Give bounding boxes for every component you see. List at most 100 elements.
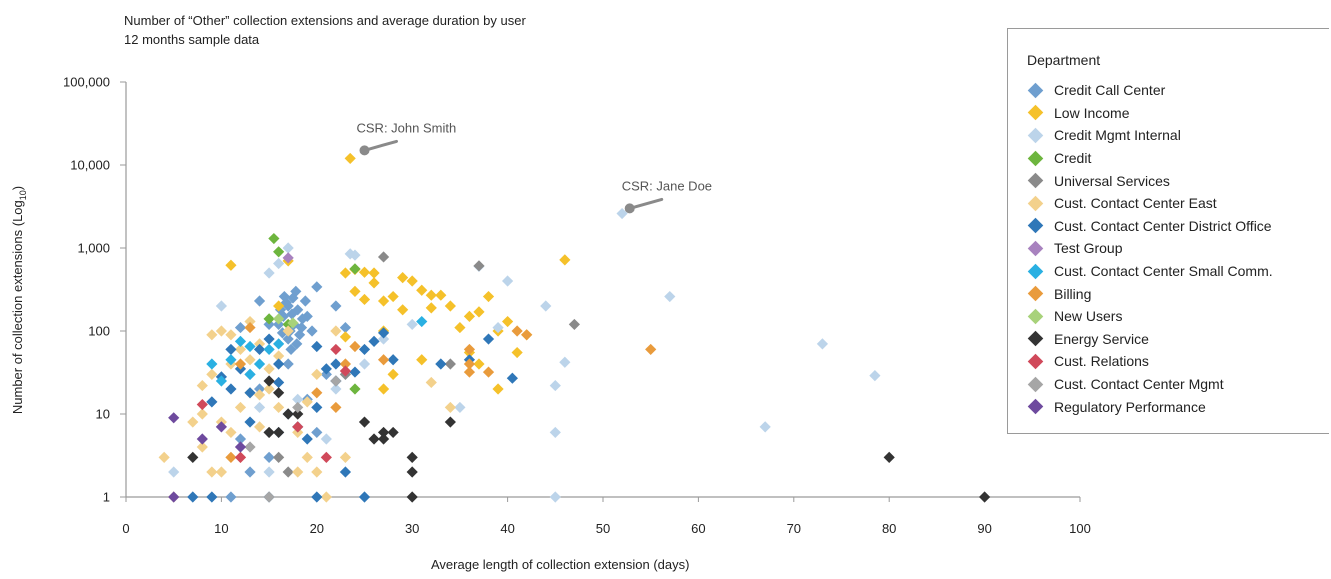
data-point [339, 267, 352, 279]
legend-swatch [1027, 240, 1044, 257]
data-point [368, 267, 380, 279]
legend-label: Cust. Contact Center District Office [1054, 217, 1272, 234]
legend-title: Department [1027, 52, 1101, 68]
data-point [244, 315, 256, 328]
data-point [425, 302, 437, 314]
data-point [282, 333, 294, 345]
data-point [282, 408, 294, 420]
data-point [206, 368, 218, 380]
data-point [444, 416, 456, 428]
annotation-label: CSR: Jane Doe [622, 178, 712, 193]
data-point [282, 252, 294, 264]
data-point [549, 491, 561, 503]
data-point [187, 451, 199, 463]
chart-title-block: Number of “Other” collection extensions … [124, 11, 526, 49]
data-point [206, 358, 218, 370]
data-point [349, 340, 361, 353]
data-point [358, 491, 371, 503]
data-point [473, 358, 485, 370]
legend-item: Cust. Contact Center Mgmt [1026, 373, 1273, 396]
data-point [263, 343, 275, 356]
data-point [311, 281, 323, 293]
data-point [492, 383, 504, 395]
data-point [287, 292, 299, 304]
data-point [277, 310, 290, 322]
data-point [311, 491, 323, 503]
x-tick-label: 90 [977, 521, 991, 536]
data-point [263, 426, 275, 439]
data-point [285, 343, 297, 356]
data-point [482, 290, 495, 303]
legend-label: Credit Mgmt Internal [1054, 127, 1181, 144]
data-point [206, 466, 218, 478]
legend-item: New Users [1026, 305, 1273, 328]
data-point [299, 295, 311, 307]
data-point [320, 433, 332, 445]
data-point [416, 354, 428, 366]
data-point [196, 398, 208, 411]
data-point [311, 426, 323, 439]
data-point [368, 335, 380, 347]
data-point [358, 343, 371, 356]
legend-label: Low Income [1054, 104, 1130, 121]
data-point [387, 290, 399, 303]
data-point [549, 426, 561, 439]
data-point [263, 363, 275, 375]
data-point [377, 327, 390, 339]
data-point [225, 426, 237, 439]
data-point [225, 343, 237, 356]
data-point [349, 285, 361, 297]
data-point [664, 290, 676, 303]
data-point [377, 383, 390, 395]
data-point [540, 300, 552, 312]
data-point [454, 401, 466, 414]
data-point [196, 408, 208, 420]
x-tick-label: 80 [882, 521, 896, 536]
data-point [292, 421, 304, 433]
legend-label: Credit [1054, 150, 1092, 167]
y-axis-label-text: Number of collection extensions (Log [10, 200, 26, 415]
legend-item: Energy Service [1026, 328, 1273, 351]
annotation-leader [363, 139, 398, 152]
data-point [278, 290, 290, 303]
data-point [301, 396, 313, 408]
data-point [339, 331, 352, 343]
data-point [282, 242, 294, 254]
data-point [253, 389, 266, 401]
data-point [521, 329, 533, 341]
legend-item: Low Income [1026, 102, 1273, 125]
data-point [273, 451, 285, 463]
data-point [311, 368, 323, 380]
legend-label: Cust. Contact Center Small Comm. [1054, 263, 1273, 280]
data-point [482, 366, 495, 378]
data-point [215, 300, 227, 312]
data-point [234, 401, 247, 414]
legend-label: Credit Call Center [1054, 82, 1166, 99]
data-point [253, 401, 266, 414]
data-point [215, 421, 227, 433]
data-point [339, 451, 352, 463]
data-point [330, 343, 342, 356]
legend-swatch [1027, 331, 1044, 347]
legend-label: Test Group [1054, 240, 1123, 257]
data-point [463, 310, 476, 322]
x-axis-label: Average length of collection extension (… [431, 557, 690, 572]
data-point [339, 365, 352, 377]
data-point [273, 350, 285, 362]
data-point [377, 426, 390, 439]
legend-item: Billing [1026, 282, 1273, 305]
x-tick-label: 30 [405, 521, 419, 536]
data-point [330, 325, 342, 337]
data-point [168, 491, 180, 503]
data-point [215, 375, 227, 387]
data-point [273, 376, 285, 389]
data-point [294, 329, 306, 341]
data-point [425, 289, 437, 301]
legend-label: Billing [1054, 285, 1092, 302]
data-point [273, 257, 285, 270]
legend-list: Credit Call Center Low Income Credit Mgmt … [1026, 79, 1273, 418]
y-tick-label: 10,000 [70, 158, 110, 173]
data-point [215, 325, 227, 337]
legend-item: Cust. Contact Center East [1026, 192, 1273, 215]
data-point [263, 313, 275, 325]
